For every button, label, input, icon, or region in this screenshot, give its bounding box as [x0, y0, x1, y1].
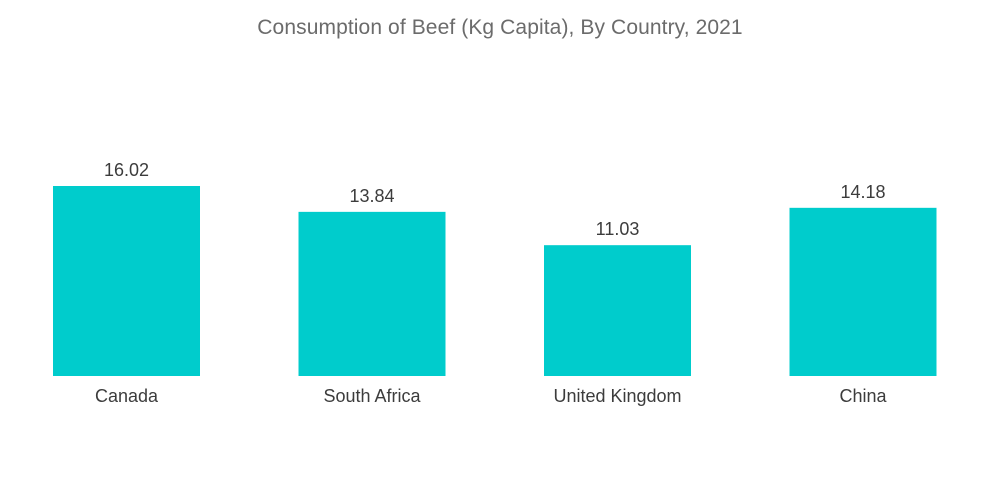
category-labels-group: Canada South Africa United Kingdom China: [95, 386, 888, 406]
bar-canada: [53, 186, 200, 376]
bar-south-africa: [298, 211, 446, 376]
value-label-china: 14.18: [840, 182, 885, 202]
category-label-united-kingdom: United Kingdom: [553, 386, 681, 406]
category-label-canada: Canada: [95, 386, 159, 406]
bar-china: [789, 207, 937, 376]
category-label-china: China: [839, 386, 887, 406]
value-label-south-africa: 13.84: [349, 186, 394, 206]
category-label-south-africa: South Africa: [323, 386, 421, 406]
bars-group: [53, 186, 937, 376]
chart-title: Consumption of Beef (Kg Capita), By Coun…: [257, 16, 743, 39]
bar-united-kingdom: [544, 245, 691, 376]
value-label-united-kingdom: 11.03: [596, 219, 640, 239]
value-labels-group: 16.02 13.84 11.03 14.18: [104, 160, 886, 239]
value-label-canada: 16.02: [104, 160, 149, 180]
